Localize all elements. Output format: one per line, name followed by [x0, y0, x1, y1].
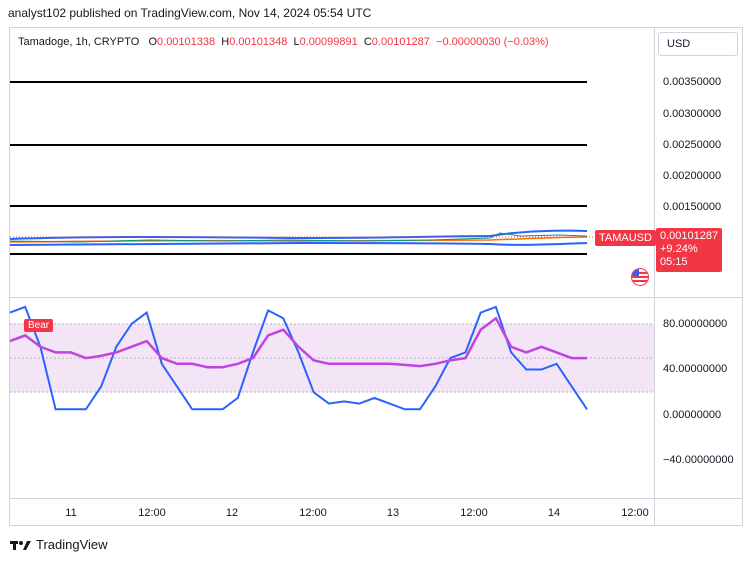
price-line	[9, 232, 588, 243]
high-value: 0.00101348	[229, 36, 288, 48]
last-price-box: 0.00101287 +9.24% 05:15	[656, 228, 722, 272]
time-tick: 11	[65, 507, 77, 519]
bear-badge: Bear	[24, 319, 54, 332]
tradingview-footer[interactable]: TradingView	[10, 537, 108, 552]
time-tick: 13	[386, 507, 400, 519]
symbol-ohlc-legend[interactable]: Tamadoge, 1h, CRYPTO O0.00101338 H0.0010…	[18, 36, 549, 48]
time-tick: 12:00	[299, 507, 327, 519]
symbol-price-tag: TAMAUSD	[595, 230, 656, 246]
publisher-line: analyst102 published on TradingView.com,…	[8, 6, 372, 20]
oscillator-axis-label: 80.00000000	[663, 318, 728, 330]
price-axis-label: 0.00250000	[663, 139, 722, 151]
close-value: 0.00101287	[371, 36, 430, 48]
oscillator-axis-label: 40.00000000	[663, 363, 728, 375]
lower-band-line	[9, 241, 588, 246]
time-tick: 14	[547, 507, 561, 519]
low-label: L	[293, 36, 300, 48]
price-axis-label: 0.00150000	[663, 201, 722, 213]
change-value: −0.00000030 (−0.03%)	[436, 36, 549, 48]
upper-band-line	[9, 229, 588, 240]
price-axis-label: 0.00200000	[663, 170, 722, 182]
high-label: H	[221, 36, 230, 48]
open-label: O	[148, 36, 158, 48]
time-tick: 12:00	[621, 507, 649, 519]
us-flag-icon[interactable]	[631, 268, 649, 286]
last-price-value: 0.00101287	[660, 230, 719, 242]
time-tick: 12:00	[460, 507, 488, 519]
oscillator-axis-label: −40.00000000	[663, 454, 734, 466]
last-price-change: +9.24%	[660, 243, 698, 255]
open-value: 0.00101338	[157, 36, 216, 48]
close-label: C	[363, 36, 372, 48]
currency-button[interactable]: USD	[658, 32, 738, 56]
price-axis-divider	[654, 27, 655, 526]
price-axis-label: 0.00300000	[663, 108, 722, 120]
time-tick: 12	[225, 507, 239, 519]
stoch-k-line	[9, 305, 588, 411]
time-axis-divider	[9, 498, 743, 499]
time-tick: 12:00	[138, 507, 166, 519]
tradingview-brand: TradingView	[36, 537, 108, 552]
low-value: 0.00099891	[299, 36, 358, 48]
pane-divider[interactable]	[9, 297, 743, 298]
price-axis-label: 0.00350000	[663, 76, 722, 88]
symbol-title: Tamadoge, 1h, CRYPTO	[18, 36, 140, 48]
oscillator-axis-label: 0.00000000	[663, 409, 722, 421]
chart-frame	[9, 27, 743, 526]
bar-countdown: 05:15	[660, 256, 688, 268]
tradingview-logo-icon	[10, 540, 31, 550]
stoch-d-line	[9, 316, 587, 369]
